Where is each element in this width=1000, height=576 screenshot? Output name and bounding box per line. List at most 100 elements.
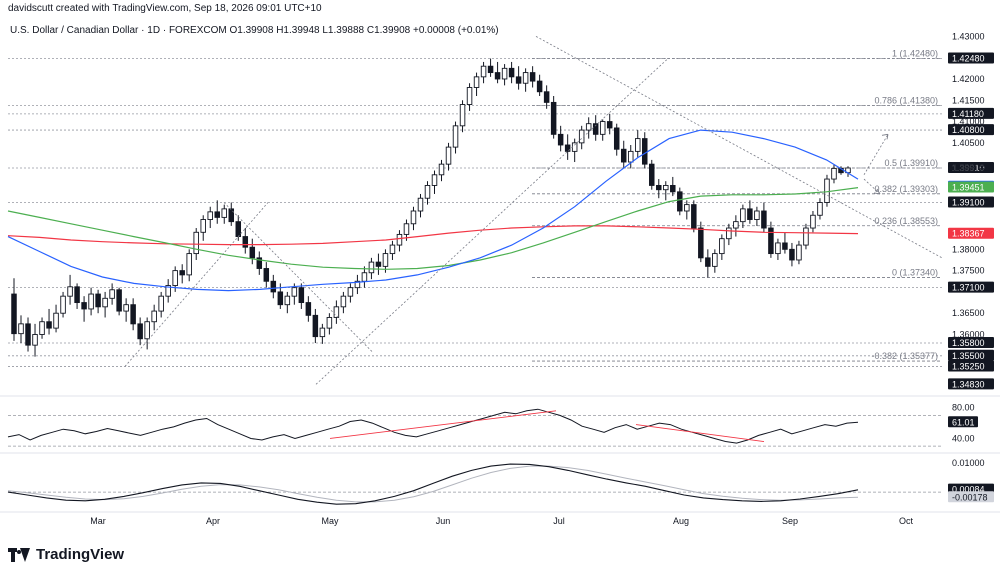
- candle: [158, 291, 164, 318]
- candle: [487, 58, 494, 77]
- candle-body: [536, 80, 543, 93]
- candle-body: [382, 253, 389, 267]
- candle: [284, 291, 291, 314]
- fib-level-label: 0 (1.37340): [892, 267, 938, 277]
- price-axis-label: 1.39451: [952, 183, 985, 193]
- moving-average-green-line: [7, 187, 859, 270]
- candle: [508, 61, 515, 84]
- candle: [228, 202, 235, 226]
- candle: [656, 179, 662, 199]
- trendline: [223, 202, 373, 352]
- candle-body: [18, 323, 24, 335]
- candle-body: [508, 67, 515, 78]
- price-axis-label: 1.36000: [952, 330, 985, 340]
- price-axis-label: 1.39910: [952, 163, 985, 173]
- candle: [796, 240, 802, 265]
- candle-body: [123, 304, 129, 312]
- candle: [747, 200, 753, 224]
- candle: [165, 279, 171, 303]
- candle-body: [207, 211, 213, 220]
- fib-level-label: 0.382 (1.39303): [874, 184, 938, 194]
- candle: [515, 66, 522, 90]
- candle: [431, 170, 438, 194]
- chart-credit: davidscutt created with TradingView.com,…: [8, 3, 322, 14]
- candle: [578, 125, 585, 150]
- moving-average-red-line: [7, 225, 859, 246]
- candle: [712, 249, 718, 273]
- price-label-box: [948, 52, 994, 64]
- candle-body: [768, 227, 774, 255]
- candle-body: [326, 317, 333, 329]
- candle-body: [102, 297, 108, 308]
- candle-body: [515, 76, 522, 84]
- candle-body: [368, 261, 375, 274]
- candle-body: [172, 270, 178, 286]
- candle-body: [494, 72, 501, 80]
- candle: [137, 317, 143, 346]
- trendline: [124, 202, 269, 367]
- price-axis-label: 1.39908: [952, 163, 985, 173]
- candle: [831, 164, 837, 184]
- candle: [726, 223, 732, 246]
- candle-body: [116, 289, 122, 312]
- candle: [627, 144, 634, 169]
- candle: [151, 304, 157, 331]
- candle-body: [831, 167, 837, 180]
- moving-average-blue-line: [7, 129, 859, 292]
- candle: [817, 198, 823, 220]
- price-label-box: [948, 107, 994, 119]
- candle: [663, 181, 669, 201]
- price-axis-label: 1.35250: [952, 361, 985, 371]
- candle: [494, 61, 501, 84]
- candle-body: [137, 323, 143, 340]
- candle-body: [775, 242, 781, 255]
- candle-body: [466, 87, 473, 105]
- candle-body: [431, 174, 438, 186]
- price-label-box: [948, 227, 994, 239]
- candle: [340, 291, 347, 314]
- candle-body: [796, 244, 802, 261]
- candle: [60, 291, 66, 318]
- price-label-box: [948, 360, 994, 372]
- candle-body: [95, 293, 101, 308]
- candlestick-series: [11, 58, 851, 357]
- candle: [389, 240, 396, 260]
- candle-body: [361, 272, 368, 282]
- candle: [705, 249, 711, 278]
- candle: [326, 313, 333, 335]
- candle-body: [698, 227, 704, 259]
- candle: [557, 125, 564, 152]
- candle-body: [634, 138, 641, 152]
- candle-body: [340, 295, 347, 308]
- candle-body: [319, 327, 326, 338]
- trendline: [535, 36, 943, 259]
- fib-level-label: -0.382 (1.35377): [871, 351, 938, 361]
- candle: [116, 287, 122, 316]
- candle: [529, 66, 536, 88]
- candle-body: [719, 238, 725, 255]
- candle-body: [740, 208, 746, 223]
- candle: [698, 221, 704, 263]
- candle-body: [620, 148, 627, 163]
- candle-body: [130, 304, 136, 325]
- candle: [123, 298, 129, 322]
- macd-axis-label: 0.00084: [952, 485, 985, 495]
- candle-body: [284, 295, 291, 306]
- price-axis-label: 1.35800: [952, 338, 985, 348]
- candle: [256, 251, 263, 275]
- candle: [270, 274, 277, 299]
- candle: [810, 211, 816, 233]
- candle-body: [550, 101, 557, 135]
- candle: [95, 289, 101, 314]
- candle-body: [754, 210, 760, 220]
- candle: [11, 278, 17, 341]
- candle-body: [585, 123, 592, 131]
- candle-body: [214, 211, 220, 218]
- candle: [543, 85, 550, 109]
- brand-name: TradingView: [36, 546, 125, 563]
- price-axis-label: 1.41500: [952, 95, 985, 105]
- candle: [53, 304, 59, 333]
- candle-body: [242, 236, 249, 248]
- candle: [249, 238, 256, 265]
